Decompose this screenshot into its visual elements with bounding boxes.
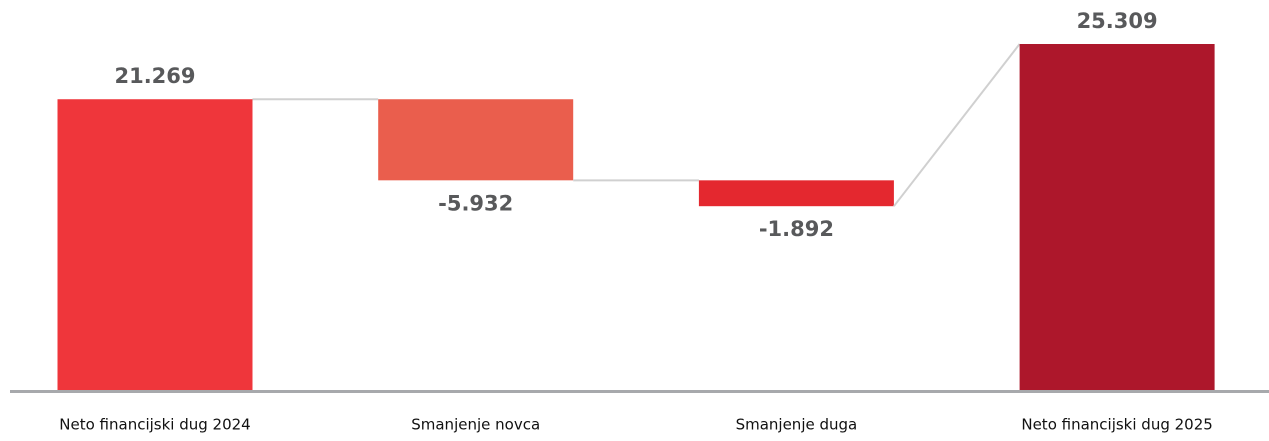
category-label: Smanjenje novca xyxy=(411,416,540,434)
bar xyxy=(57,99,253,390)
bar xyxy=(1019,44,1215,390)
connector xyxy=(893,43,1021,207)
bar xyxy=(378,99,574,181)
bar xyxy=(698,180,894,207)
value-label: 25.309 xyxy=(1077,9,1158,33)
value-label: -1.892 xyxy=(759,217,834,241)
category-label: Neto financijski dug 2025 xyxy=(1021,416,1212,434)
category-label: Neto financijski dug 2024 xyxy=(59,416,250,434)
value-label: 21.269 xyxy=(114,64,195,88)
category-label: Smanjenje duga xyxy=(736,416,858,434)
value-label: -5.932 xyxy=(438,191,513,215)
